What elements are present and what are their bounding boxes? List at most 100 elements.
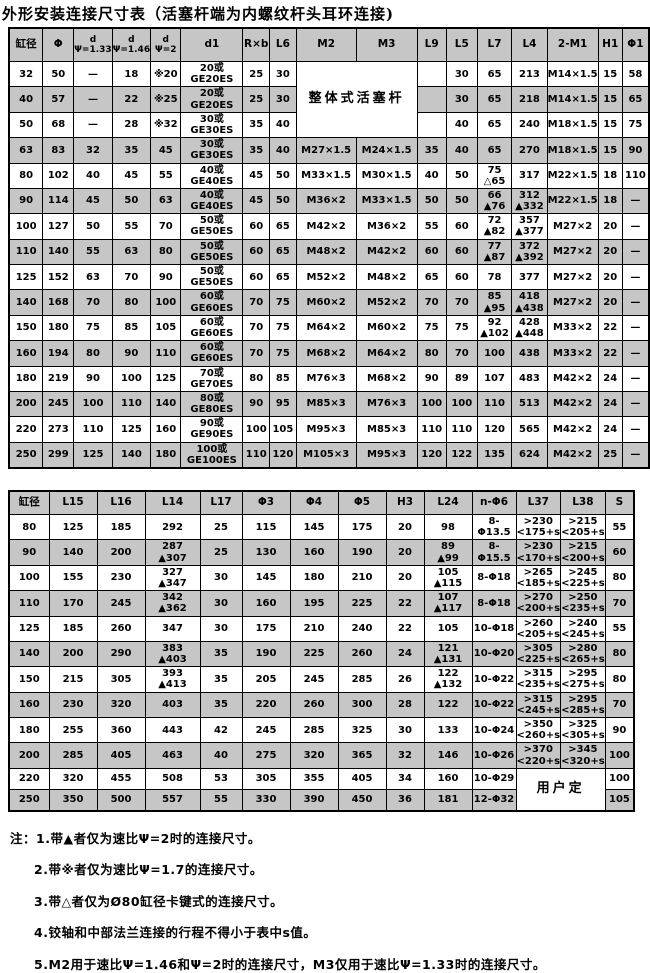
table-cell: 35	[242, 137, 271, 164]
table-cell: 10-Φ26	[471, 742, 517, 769]
table-cell: 75	[269, 289, 297, 316]
table-cell: 508	[144, 767, 201, 790]
column-header: L14	[144, 490, 201, 515]
table-cell: 320	[289, 742, 339, 769]
table-cell: 393 ▲413	[144, 666, 201, 693]
table-cell: >315 <235+s	[515, 666, 562, 693]
table-cell: 180	[289, 564, 339, 592]
table-cell: 70	[242, 340, 271, 367]
table-cell: 160	[289, 539, 339, 566]
table-cell: 20	[597, 213, 623, 240]
table-cell: 35	[199, 666, 243, 693]
table-cell: 125	[111, 416, 152, 443]
table-cell: 60或GE60ES	[180, 314, 244, 342]
table-cell: 213	[511, 60, 548, 88]
table-cell: 20	[385, 513, 425, 541]
table-cell: 120	[269, 441, 297, 469]
table-cell: >350 <260+s	[515, 716, 562, 744]
table-cell: 325	[337, 716, 387, 744]
table-cell: 90	[416, 365, 447, 392]
table-cell: 110	[476, 390, 513, 418]
table-cell: 90	[111, 340, 152, 367]
table-cell	[416, 60, 447, 88]
table-cell: —	[621, 416, 650, 443]
table-cell: 60	[416, 238, 447, 266]
table-cell: 55	[73, 238, 113, 266]
column-header: Φ	[42, 27, 75, 62]
table-cell: —	[73, 86, 113, 113]
table-cell: —	[73, 60, 113, 88]
table-cell: 70	[604, 590, 635, 617]
table-cell: ※25	[150, 86, 182, 113]
table-cell: 70	[111, 263, 152, 291]
table-cell: 225	[289, 640, 339, 668]
table-cell: 122	[423, 691, 473, 719]
table-cell: 50或GE50ES	[180, 238, 244, 266]
table-cell: 90	[8, 539, 50, 566]
table-cell: 150	[8, 314, 44, 342]
table-cell: 8-Φ18	[471, 590, 517, 617]
table-cell: 403	[144, 691, 201, 719]
table-cell: 90	[150, 263, 182, 291]
table-cell: 175	[337, 513, 387, 541]
table-cell: 18	[111, 60, 152, 88]
table-cell: 50	[269, 187, 297, 215]
table-cell: 28	[111, 111, 152, 139]
table-cell: 32	[8, 60, 44, 88]
column-header: 缸径	[8, 490, 50, 515]
table-cell: —	[621, 213, 650, 240]
table-cell: 438	[511, 340, 548, 367]
table-cell: 80	[150, 238, 182, 266]
table-cell: 40	[269, 111, 297, 139]
table-cell: >245 <225+s	[560, 564, 606, 592]
table-cell: 65	[476, 86, 513, 113]
note-line-4: 4.铰轴和中部法兰连接的行程不得小于表中s值。	[10, 922, 650, 941]
table-cell: 180	[150, 441, 182, 469]
table-cell: 60或GE60ES	[180, 340, 244, 367]
table-cell: 305	[96, 666, 146, 693]
table-cell: M18×1.5	[546, 111, 599, 139]
table-cell: 75	[73, 314, 113, 342]
table-cell: >370 <220+s	[515, 742, 562, 769]
table-cell: 35	[416, 137, 447, 164]
table-cell: 15	[597, 111, 623, 139]
table-cell: 68	[42, 111, 75, 139]
table-cell: 57	[42, 86, 75, 113]
table-cell: 463	[144, 742, 201, 769]
table-cell: 450	[337, 788, 387, 812]
table-row: 90 114 45 50 63 40或GE40ES 45 50 M36×2 M33×1.5 50 50…	[8, 187, 650, 215]
table-cell: 30	[269, 86, 297, 113]
table-cell: 89 ▲99	[423, 539, 473, 566]
table-cell: 240	[337, 615, 387, 642]
table-cell: 15	[597, 60, 623, 88]
table-row: 220 320 455 508 53 305 355 405 34 160 10-Φ29 用户定 100	[8, 767, 635, 812]
table-cell: 372 ▲392	[511, 238, 548, 266]
table-cell: 24	[597, 365, 623, 392]
table-cell: 120	[416, 441, 447, 469]
table-cell: 95	[269, 390, 297, 418]
table-cell: 565	[511, 416, 548, 443]
table-cell: 150	[8, 666, 50, 693]
table-cell: 245	[241, 716, 291, 744]
table-cell: M36×2	[295, 187, 357, 215]
table-cell: 120	[476, 416, 513, 443]
table-cell: 90	[621, 137, 650, 164]
table-cell: 317	[511, 162, 548, 189]
table-cell: 513	[511, 390, 548, 418]
table-cell: 624	[511, 441, 548, 469]
table-cell: 60	[445, 238, 478, 266]
table-cell: 195	[289, 590, 339, 617]
table-cell: 20或GE20ES	[180, 86, 244, 113]
table-cell: M48×2	[295, 238, 357, 266]
table-cell: 18	[597, 162, 623, 189]
table-cell: 225	[337, 590, 387, 617]
table-cell: 90	[73, 365, 113, 392]
table-cell: 215	[48, 666, 98, 693]
table-cell: 443	[144, 716, 201, 744]
table-cell: 390	[289, 788, 339, 812]
table-row: 160 230 320 403 35 220 260 300 28 122 10-Φ22 >315 <…	[8, 691, 635, 719]
table-cell: 125	[150, 365, 182, 392]
table-row: 160 194 80 90 110 60或GE60ES 70 75 M68×2 M64×2 80 70…	[8, 340, 650, 367]
table-cell: 70	[604, 691, 635, 719]
table-row: 80 102 40 45 55 40或GE40ES 45 50 M33×1.5 M30×1.5 40…	[8, 162, 650, 189]
